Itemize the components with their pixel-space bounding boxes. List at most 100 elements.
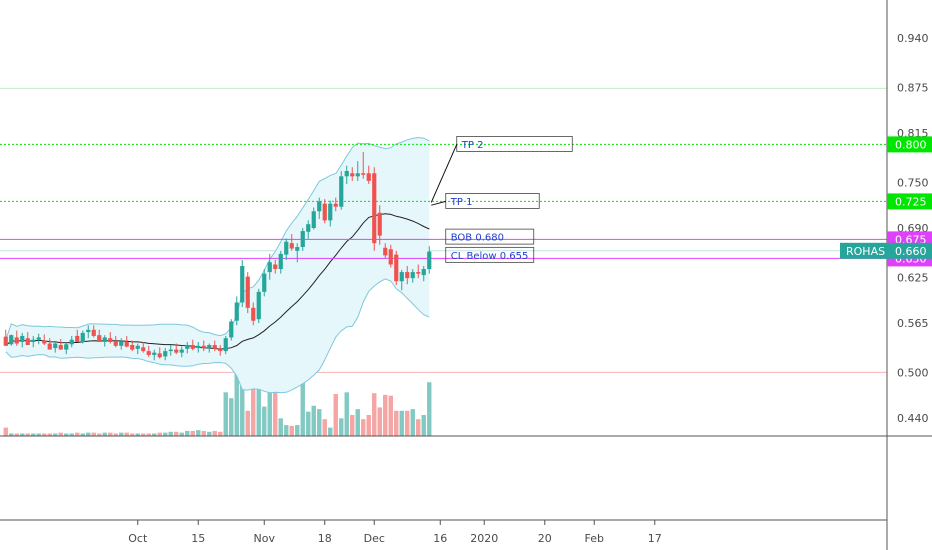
time-tick-label: Dec <box>364 532 385 545</box>
volume-bar <box>130 433 135 436</box>
moving-average <box>5 213 430 350</box>
volume-bar <box>190 430 195 436</box>
candle <box>42 334 47 346</box>
time-tick-label: 2020 <box>470 532 498 545</box>
candle <box>201 340 206 352</box>
volume-bar <box>47 433 52 436</box>
price-axis[interactable]: 0.9400.8750.8150.7500.6900.6250.5650.500… <box>886 0 929 550</box>
volume-bar <box>218 431 223 436</box>
volume-bar <box>240 356 245 436</box>
volume-bar <box>251 385 256 436</box>
candle <box>124 335 129 348</box>
volume-bar <box>328 427 333 436</box>
candle <box>91 325 96 338</box>
volume-bar <box>267 388 272 436</box>
volume-bar <box>234 354 239 436</box>
volume-bar <box>355 409 360 436</box>
volume-bar <box>421 415 426 436</box>
time-tick-label: 20 <box>538 532 552 545</box>
candle <box>234 296 239 326</box>
time-axis[interactable]: Oct 15 Nov 18 Dec 16 2020 20 Feb 17 <box>0 435 932 545</box>
volume-bar <box>201 430 206 436</box>
volume-bar <box>108 432 113 436</box>
candle <box>317 197 322 219</box>
volume-bar <box>53 433 58 436</box>
current-price-badge: ROHAS 0.660 <box>840 242 932 259</box>
candle <box>146 345 151 358</box>
volume-bar <box>141 433 146 436</box>
candle <box>135 343 140 355</box>
candle <box>102 335 107 347</box>
candle <box>80 330 85 344</box>
volume-bar <box>322 419 327 436</box>
candle <box>410 269 415 283</box>
volume-bar <box>152 433 157 436</box>
volume-bar <box>163 432 168 436</box>
candle <box>251 302 256 326</box>
volume-bar <box>405 410 410 436</box>
volume-bar <box>174 431 179 436</box>
annotation-label: TP 1 <box>450 197 473 208</box>
volume-bar <box>42 433 47 436</box>
candle <box>405 266 410 285</box>
volume-bar <box>344 392 349 436</box>
candle <box>372 167 377 251</box>
volume-bar <box>91 432 96 436</box>
volume-bar <box>289 425 294 436</box>
candle <box>416 264 421 279</box>
candle <box>97 329 102 342</box>
annotation-box[interactable]: BOB 0.680 <box>445 228 535 245</box>
volume-bar <box>339 418 344 436</box>
candle <box>47 338 52 350</box>
candle <box>240 259 245 308</box>
bollinger-bands <box>5 136 430 394</box>
band-fill <box>5 137 430 393</box>
grid-layer <box>0 87 887 373</box>
annotation-box[interactable]: TP 1 <box>445 192 540 209</box>
candle <box>113 335 118 348</box>
annotation-label: TP 2 <box>461 140 484 151</box>
volume-bar <box>273 389 278 436</box>
volume-bar <box>372 393 377 436</box>
time-tick-label: Oct <box>128 532 148 545</box>
volume-bar <box>399 410 404 436</box>
volume-bar <box>179 432 184 436</box>
price-tick-label: 0.625 <box>897 271 929 284</box>
lower-band <box>5 278 430 394</box>
volume-bar <box>278 418 283 436</box>
candle <box>168 345 173 356</box>
level-price-badge: 0.725 <box>887 193 932 210</box>
candle <box>20 332 25 348</box>
volume-bar <box>58 432 63 436</box>
volume-bar <box>64 433 69 436</box>
candle <box>130 340 135 352</box>
candle <box>388 244 393 268</box>
volume-bar <box>333 394 338 436</box>
candle <box>366 165 371 184</box>
price-tick-label: 0.750 <box>897 176 929 189</box>
price-tick-label: 0.440 <box>897 412 929 425</box>
candle <box>394 250 399 285</box>
candle <box>141 342 146 353</box>
candle <box>322 199 327 224</box>
candle <box>108 332 113 344</box>
candle <box>185 342 190 354</box>
annotation-box[interactable]: TP 2 <box>456 135 573 152</box>
time-tick-label: 17 <box>648 532 662 545</box>
candle <box>25 332 30 346</box>
candle <box>152 349 157 361</box>
candle <box>9 334 14 346</box>
volume-bar <box>75 432 80 436</box>
volume-bar <box>31 433 36 436</box>
annotation-box[interactable]: CL Below 0.655 <box>445 246 535 263</box>
candle <box>344 165 349 184</box>
volume-bar <box>284 425 289 436</box>
volume-bar <box>135 433 140 436</box>
price-tick-label: 0.875 <box>897 81 929 94</box>
candle <box>421 266 426 282</box>
volume-bar <box>295 425 300 436</box>
candle <box>36 333 41 345</box>
volume-bar <box>361 419 366 436</box>
volume-bar <box>113 433 118 436</box>
volume-bar <box>245 410 250 436</box>
